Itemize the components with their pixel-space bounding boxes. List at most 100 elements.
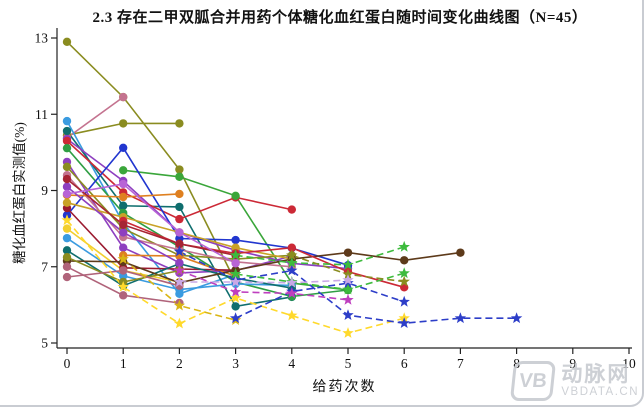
marker-circle-patient-10 xyxy=(119,143,128,152)
series-line-patient-37 xyxy=(179,279,349,284)
marker-circle-patient-04 xyxy=(62,116,72,126)
marker-circle-patient-28 xyxy=(175,228,184,237)
marker-star-patient-31 xyxy=(510,312,523,324)
marker-star-patient-31 xyxy=(173,245,186,257)
svg-text:0: 0 xyxy=(64,356,71,371)
marker-star-patient-29 xyxy=(61,214,73,226)
marker-circle-patient-05 xyxy=(62,126,72,136)
marker-star-patient-30 xyxy=(117,253,129,264)
series-line-patient-33 xyxy=(235,272,405,291)
x-axis-label: 给药次数 xyxy=(312,380,377,395)
series-line-patient-21 xyxy=(66,251,461,284)
svg-text:6: 6 xyxy=(401,356,408,371)
marker-star-patient-29 xyxy=(229,292,242,303)
marker-star-patient-37 xyxy=(229,276,242,287)
marker-star-patient-31 xyxy=(342,309,354,320)
marker-circle-patient-14 xyxy=(175,189,184,199)
marker-circle-patient-02 xyxy=(175,119,184,128)
series-line-patient-16 xyxy=(66,207,236,271)
marker-star-patient-36 xyxy=(286,287,298,299)
svg-text:11: 11 xyxy=(35,107,48,122)
series-line-patient-04 xyxy=(66,120,236,295)
marker-star-patient-33 xyxy=(342,283,354,295)
marker-circle-patient-05 xyxy=(231,302,240,311)
marker-circle-patient-28 xyxy=(62,189,72,199)
vb-monogram: VB xyxy=(518,369,549,392)
marker-star-patient-32 xyxy=(398,295,410,307)
marker-circle-patient-23 xyxy=(400,283,409,292)
series-line-patient-32 xyxy=(235,282,405,319)
marker-circle-patient-01 xyxy=(175,165,184,174)
marker-circle-patient-03 xyxy=(119,92,128,102)
marker-circle-patient-11 xyxy=(119,243,128,252)
series-line-patient-34 xyxy=(235,246,405,266)
marker-star-patient-35 xyxy=(398,275,410,287)
series-line-patient-03 xyxy=(66,96,124,139)
series-line-patient-25 xyxy=(66,178,236,257)
marker-star-patient-36 xyxy=(173,264,186,276)
marker-star-patient-29 xyxy=(286,309,298,321)
svg-text:7: 7 xyxy=(41,259,48,274)
marker-circle-patient-25 xyxy=(119,220,128,230)
svg-text:5: 5 xyxy=(41,336,48,351)
watermark-brand: 动脉网 xyxy=(561,362,631,386)
marker-star-patient-35 xyxy=(286,249,298,261)
marker-star-patient-34 xyxy=(229,249,242,261)
marker-circle-patient-05 xyxy=(175,202,184,212)
svg-text:2: 2 xyxy=(176,356,183,371)
marker-circle-patient-25 xyxy=(175,239,184,249)
svg-text:9: 9 xyxy=(569,356,576,371)
marker-star-patient-36 xyxy=(229,285,242,297)
marker-circle-patient-21 xyxy=(456,248,465,257)
marker-circle-patient-25 xyxy=(62,174,72,184)
marker-star-patient-34 xyxy=(286,256,298,268)
page-title: 2.3 存在二甲双胍合并用药个体糖化血红蛋白随时间变化曲线图（N=45） xyxy=(92,10,588,26)
marker-circle-patient-22 xyxy=(119,291,128,300)
svg-text:1: 1 xyxy=(120,356,127,371)
marker-star-patient-29 xyxy=(117,281,129,292)
svg-text:5: 5 xyxy=(345,356,352,371)
marker-star-patient-33 xyxy=(398,267,410,279)
svg-text:7: 7 xyxy=(457,356,464,371)
svg-text:10: 10 xyxy=(622,356,636,371)
marker-star-patient-34 xyxy=(342,258,354,270)
marker-star-patient-32 xyxy=(229,312,242,324)
marker-circle-patient-09 xyxy=(175,172,184,181)
marker-circle-patient-07 xyxy=(62,136,72,146)
marker-circle-patient-19 xyxy=(62,233,72,243)
svg-text:3: 3 xyxy=(232,356,239,371)
svg-text:4: 4 xyxy=(288,356,295,371)
series-line-patient-08 xyxy=(66,147,349,298)
marker-circle-patient-14 xyxy=(119,192,128,202)
marker-star-patient-30 xyxy=(173,299,186,311)
marker-circle-patient-07 xyxy=(287,205,296,214)
watermark-domain: VBDATA.CN xyxy=(561,385,639,398)
marker-circle-patient-28 xyxy=(119,179,128,189)
marker-star-patient-37 xyxy=(286,276,298,288)
series-line-patient-01 xyxy=(66,41,237,283)
marker-star-patient-36 xyxy=(342,293,354,305)
marker-circle-patient-18 xyxy=(62,224,72,233)
marker-star-patient-34 xyxy=(398,240,410,252)
marker-circle-patient-09 xyxy=(119,166,128,175)
series-line-patient-36 xyxy=(179,269,349,301)
marker-circle-patient-01 xyxy=(62,37,72,47)
watermark: VB 动脉网 VBDATA.CN xyxy=(510,361,639,401)
svg-text:8: 8 xyxy=(513,356,520,371)
marker-circle-patient-27 xyxy=(62,272,72,282)
marker-circle-patient-09 xyxy=(231,191,240,201)
marker-circle-patient-07 xyxy=(175,214,184,224)
vb-logo-icon: VB xyxy=(510,361,557,401)
series-line-patient-06 xyxy=(66,138,349,270)
svg-text:9: 9 xyxy=(41,183,48,198)
marker-circle-patient-21 xyxy=(343,248,353,257)
marker-circle-patient-24 xyxy=(62,182,72,191)
marker-circle-patient-24 xyxy=(119,228,128,237)
marker-star-patient-31 xyxy=(454,312,467,324)
marker-circle-patient-12 xyxy=(62,162,72,172)
marker-star-patient-35 xyxy=(342,268,354,280)
marker-circle-patient-24 xyxy=(175,258,184,268)
marker-star-patient-37 xyxy=(342,274,354,285)
marker-circle-patient-20 xyxy=(62,246,72,255)
